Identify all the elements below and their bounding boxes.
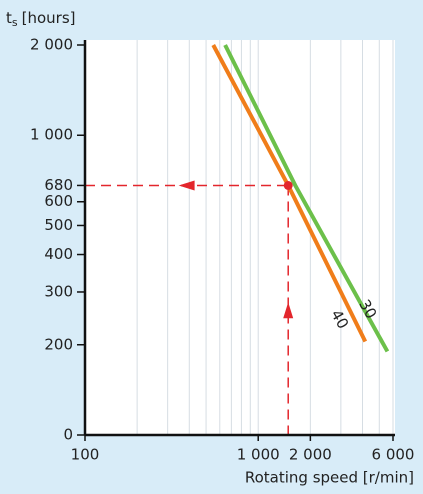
y-tick-label: 500 (44, 216, 73, 234)
x-tick-label: 1 000 (237, 446, 280, 464)
y-axis-label: ts [hours] (6, 9, 76, 30)
arrow-up (283, 302, 294, 319)
y-tick-label: 1 000 (30, 126, 73, 144)
y-tick-label: 2 000 (30, 36, 73, 54)
x-tick-label: 6 000 (372, 446, 415, 464)
arrow-left (178, 180, 195, 191)
x-tick-label: 100 (71, 446, 100, 464)
y-label-base: t (6, 9, 12, 27)
y-tick-label: 400 (44, 245, 73, 263)
y-tick-label: 0 (63, 426, 73, 444)
y-label-unit: [hours] (22, 9, 76, 27)
y-tick-label: 600 (44, 192, 73, 210)
y-tick-label: 300 (44, 282, 73, 300)
y-label-sub: s (12, 16, 18, 29)
example-point (283, 180, 293, 190)
series-line (223, 44, 390, 353)
y-tick-label: 200 (44, 335, 73, 353)
x-tick-label: 2 000 (289, 446, 332, 464)
x-axis-label: Rotating speed [r/min] (245, 469, 414, 487)
y-tick-label: 680 (44, 176, 73, 194)
